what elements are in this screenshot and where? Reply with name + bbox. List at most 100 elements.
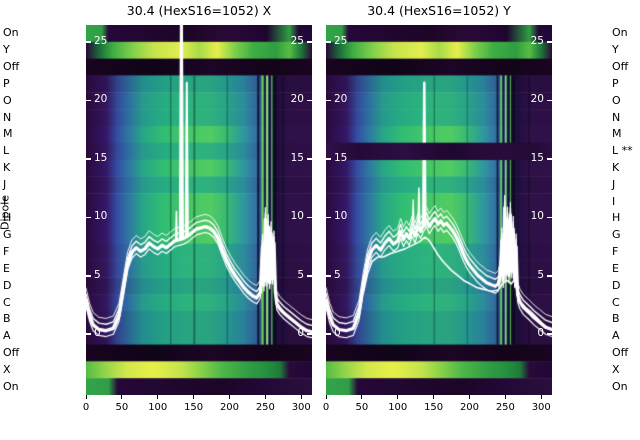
y-tick-mark bbox=[307, 41, 312, 43]
y-tick-mark bbox=[307, 216, 312, 219]
x-tick-label: 300 bbox=[531, 402, 551, 413]
plot-x: 25 25 20 20 15 15 10 10 5 5 0 0 0 50 100 150 200 250 300 bbox=[83, 25, 312, 413]
y-tick-label: 10 bbox=[94, 210, 108, 223]
row-labels-left: On Y Off P O N M L K J I H G F E D C B A Off X On bbox=[3, 0, 37, 440]
y-tick-label: 20 bbox=[530, 93, 544, 106]
y-tick-label: 20 bbox=[290, 93, 304, 106]
y-tick-mark bbox=[326, 275, 331, 277]
x-tick-mark bbox=[228, 395, 230, 399]
y-tick-mark bbox=[86, 41, 91, 43]
row-label: N bbox=[612, 110, 621, 124]
x-tick-mark bbox=[85, 395, 87, 399]
y-tick-mark bbox=[86, 99, 91, 102]
row-label: I bbox=[612, 194, 616, 208]
row-label: X bbox=[3, 362, 11, 376]
y-tick-mark bbox=[326, 99, 331, 102]
y-tick-label: 20 bbox=[334, 93, 348, 106]
y-tick-label: 20 bbox=[94, 93, 108, 106]
x-tick-mark bbox=[540, 395, 542, 399]
row-label: On bbox=[3, 26, 19, 40]
y-tick-mark bbox=[307, 99, 312, 102]
y-tick-label: 5 bbox=[537, 268, 544, 281]
y-tick-mark bbox=[547, 41, 552, 43]
y-tick-mark bbox=[326, 41, 331, 43]
plot-title-y: 30.4 (HexS16=1052) Y bbox=[367, 3, 511, 18]
y-tick-label: 25 bbox=[334, 34, 348, 47]
x-tick-mark bbox=[468, 395, 470, 399]
x-tick-mark bbox=[504, 395, 506, 399]
y-tick-mark bbox=[326, 333, 331, 335]
x-tick-label: 250 bbox=[495, 402, 515, 413]
y-tick-mark bbox=[307, 158, 312, 160]
x-tick-label: 250 bbox=[255, 402, 275, 413]
y-tick-label: 15 bbox=[530, 151, 544, 164]
row-label: E bbox=[3, 261, 10, 275]
x-tick-label: 0 bbox=[322, 402, 330, 413]
y-tick-mark bbox=[547, 99, 552, 102]
row-label: B bbox=[3, 312, 11, 326]
row-label: C bbox=[612, 295, 620, 309]
y-tick-label: 0 bbox=[537, 327, 544, 340]
row-label: K bbox=[3, 160, 11, 174]
x-tick-label: 0 bbox=[82, 402, 90, 413]
y-tick-mark bbox=[86, 275, 91, 277]
row-label: X bbox=[612, 362, 620, 376]
row-label: M bbox=[3, 127, 13, 141]
row-label: J bbox=[612, 177, 616, 191]
row-label: I bbox=[3, 194, 7, 208]
y-tick-label: 0 bbox=[94, 327, 101, 340]
x-tick-label: 100 bbox=[148, 402, 168, 413]
row-label: On bbox=[3, 379, 19, 393]
row-label: F bbox=[3, 245, 10, 259]
heatmap-canvas-x bbox=[86, 25, 312, 395]
y-tick-label: 0 bbox=[297, 327, 304, 340]
heatmap-canvas-y bbox=[326, 25, 552, 395]
row-label: Off bbox=[612, 345, 629, 359]
row-label: G bbox=[612, 228, 621, 242]
row-label: O bbox=[3, 93, 12, 107]
y-tick-mark bbox=[86, 333, 91, 335]
y-tick-mark bbox=[547, 333, 552, 335]
y-tick-label: 10 bbox=[290, 210, 304, 223]
y-tick-label: 15 bbox=[334, 151, 348, 164]
y-tick-label: 25 bbox=[290, 34, 304, 47]
plot-y: 25 25 20 20 15 15 10 10 5 5 0 0 0 50 100 150 200 250 300 bbox=[323, 25, 552, 413]
y-tick-mark bbox=[86, 158, 91, 160]
y-tick-mark bbox=[326, 216, 331, 219]
y-tick-mark bbox=[547, 158, 552, 160]
x-tick-label: 50 bbox=[355, 402, 369, 413]
y-tick-label: 5 bbox=[94, 268, 101, 281]
x-tick-label: 50 bbox=[115, 402, 129, 413]
y-tick-label: 10 bbox=[530, 210, 544, 223]
row-label: Off bbox=[3, 60, 20, 74]
x-tick-mark bbox=[397, 395, 399, 399]
x-tick-mark bbox=[157, 395, 159, 399]
y-tick-mark bbox=[547, 275, 552, 277]
plot-title-x: 30.4 (HexS16=1052) X bbox=[126, 3, 272, 18]
y-tick-mark bbox=[307, 333, 312, 335]
y-tick-label: 15 bbox=[94, 151, 108, 164]
row-label: B bbox=[612, 312, 620, 326]
x-tick-mark bbox=[300, 395, 302, 399]
x-tick-label: 150 bbox=[184, 402, 204, 413]
row-label: On bbox=[612, 26, 628, 40]
row-label: M bbox=[612, 127, 622, 141]
row-label: Off bbox=[612, 60, 629, 74]
row-label: J bbox=[3, 177, 7, 191]
x-tick-label: 100 bbox=[388, 402, 408, 413]
x-tick-mark bbox=[121, 395, 123, 399]
y-tick-mark bbox=[307, 275, 312, 277]
y-tick-label: 5 bbox=[334, 268, 341, 281]
row-label: C bbox=[3, 295, 11, 309]
row-label: K bbox=[612, 160, 620, 174]
row-label: E bbox=[612, 261, 619, 275]
x-tick-mark bbox=[361, 395, 363, 399]
x-tick-label: 150 bbox=[424, 402, 444, 413]
row-label: Y bbox=[3, 43, 10, 57]
x-tick-label: 200 bbox=[219, 402, 240, 413]
row-label: H bbox=[3, 211, 12, 225]
row-label: H bbox=[612, 211, 621, 225]
x-tick-label: 200 bbox=[459, 402, 480, 413]
row-label: On bbox=[612, 379, 628, 393]
row-label: N bbox=[3, 110, 12, 124]
